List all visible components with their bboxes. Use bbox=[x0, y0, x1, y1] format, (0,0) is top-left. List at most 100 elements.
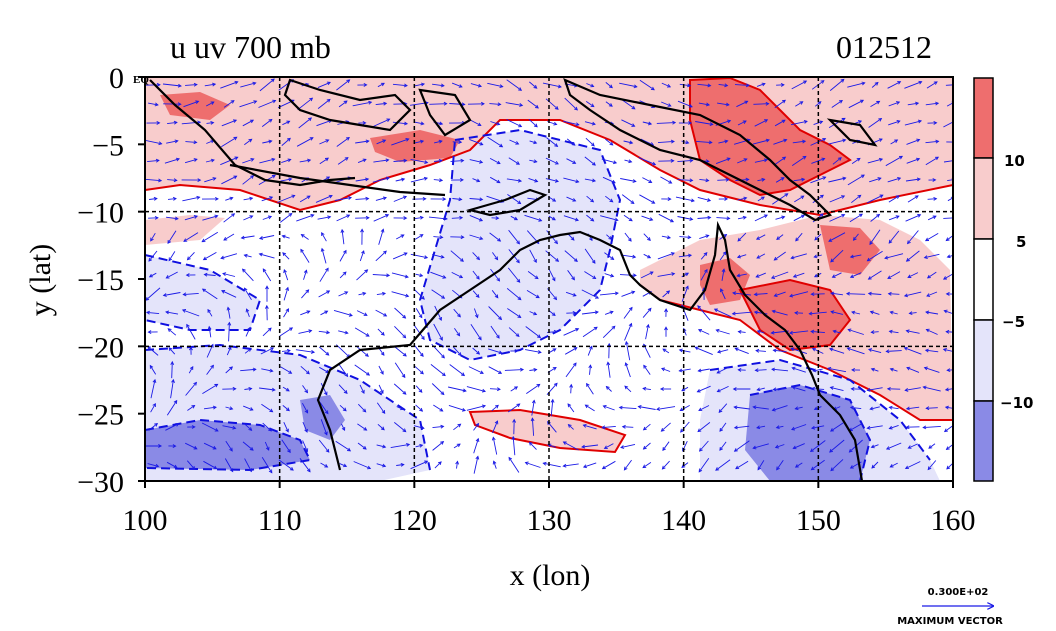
wind-vector-head bbox=[309, 97, 314, 102]
wind-vector-head bbox=[419, 215, 424, 220]
wind-vector-head bbox=[203, 272, 208, 277]
wind-vector-head bbox=[300, 233, 305, 238]
wind-vector bbox=[373, 159, 389, 163]
wind-vector-head bbox=[869, 310, 874, 315]
wind-vector bbox=[281, 439, 291, 453]
wind-vector-head bbox=[324, 410, 329, 415]
wind-vector bbox=[335, 440, 351, 452]
wind-vector-head bbox=[382, 139, 387, 143]
wind-vector bbox=[662, 290, 670, 298]
wind-vector bbox=[849, 423, 863, 431]
wind-vector-head bbox=[304, 409, 309, 414]
wind-vector-head bbox=[649, 217, 654, 221]
wind-vector bbox=[410, 158, 428, 164]
wind-vector-head bbox=[809, 448, 814, 453]
wind-vector-head bbox=[866, 257, 871, 262]
wind-vector bbox=[584, 248, 596, 264]
wind-vector-head bbox=[461, 102, 466, 107]
wind-vector bbox=[206, 365, 214, 375]
wind-vector bbox=[885, 155, 903, 167]
wind-vector bbox=[508, 157, 520, 165]
wind-vector-head bbox=[624, 385, 629, 390]
wind-vector bbox=[468, 366, 484, 374]
wind-vector-head bbox=[420, 370, 424, 375]
wind-vector-head bbox=[494, 420, 499, 425]
wind-vector bbox=[222, 425, 236, 429]
wind-vector bbox=[167, 230, 177, 244]
wind-vector bbox=[828, 139, 846, 145]
wind-vector bbox=[357, 423, 367, 431]
wind-vector bbox=[795, 462, 803, 468]
wind-vector bbox=[568, 424, 574, 430]
wind-vector bbox=[925, 233, 939, 241]
wind-vector bbox=[795, 406, 803, 410]
wind-vector bbox=[165, 423, 179, 431]
wind-vector-head bbox=[783, 138, 788, 143]
wind-vector-head bbox=[887, 291, 892, 296]
wind-vector-head bbox=[152, 378, 157, 384]
wind-vector-head bbox=[516, 259, 520, 264]
wind-vector bbox=[753, 406, 769, 410]
wind-vector-head bbox=[197, 178, 202, 182]
wind-vector-head bbox=[309, 137, 314, 141]
wind-vector-head bbox=[552, 198, 557, 202]
wind-vector bbox=[716, 217, 730, 219]
wind-vector bbox=[947, 369, 953, 371]
wind-vector-head bbox=[812, 368, 817, 373]
wind-vector-head bbox=[165, 310, 170, 315]
wind-vector-head bbox=[590, 217, 595, 222]
wind-vector bbox=[547, 444, 557, 448]
wind-vector bbox=[319, 346, 329, 356]
wind-vector bbox=[393, 160, 407, 162]
wind-vector-head bbox=[439, 178, 444, 183]
wind-vector-head bbox=[286, 348, 291, 353]
wind-vector-head bbox=[593, 326, 598, 331]
wind-vector bbox=[525, 462, 541, 468]
wind-vector bbox=[488, 348, 502, 354]
wind-vector bbox=[793, 443, 805, 449]
wind-vector-head bbox=[518, 123, 523, 128]
wind-vector-head bbox=[719, 427, 724, 432]
coast-timor bbox=[465, 188, 548, 217]
wind-vector-head bbox=[193, 445, 198, 450]
wind-vector bbox=[718, 83, 728, 87]
wind-vector bbox=[830, 422, 844, 432]
wind-vector-head bbox=[588, 364, 593, 369]
wind-vector-head bbox=[557, 84, 562, 89]
wind-vector-head bbox=[605, 385, 610, 390]
wind-vector bbox=[338, 291, 348, 297]
wind-vector-head bbox=[773, 256, 778, 261]
wind-vector bbox=[245, 327, 251, 337]
wind-vector bbox=[376, 402, 386, 414]
wind-vector-head bbox=[847, 328, 852, 333]
wind-vector bbox=[737, 254, 747, 258]
wind-vector bbox=[470, 83, 482, 87]
wind-vector-head bbox=[609, 84, 613, 89]
wind-vector-head bbox=[647, 254, 652, 259]
wind-vector-head bbox=[262, 268, 267, 273]
wind-vector-head bbox=[932, 215, 937, 220]
wind-vector-head bbox=[810, 466, 815, 471]
wind-vector-head bbox=[530, 417, 535, 422]
wind-vector-head bbox=[819, 213, 824, 218]
wind-vector bbox=[508, 457, 520, 473]
wind-vector bbox=[719, 251, 727, 261]
wind-vector bbox=[947, 179, 953, 182]
wind-vector bbox=[810, 440, 826, 452]
wind-vector-head bbox=[479, 159, 484, 164]
wind-vector-head bbox=[908, 311, 913, 316]
wind-vector bbox=[489, 158, 501, 164]
wind-vector-head bbox=[288, 177, 293, 182]
wind-vector bbox=[473, 423, 479, 431]
wind-vector-head bbox=[687, 235, 692, 240]
wind-vector bbox=[526, 290, 540, 298]
x-tick-label: 140 bbox=[661, 504, 706, 537]
wind-vector-head bbox=[734, 347, 739, 352]
wind-vector-head bbox=[252, 367, 257, 372]
wind-vector-head bbox=[324, 157, 329, 162]
wind-vector bbox=[718, 140, 728, 144]
wind-vector bbox=[643, 387, 651, 391]
wind-vector bbox=[905, 387, 921, 391]
wind-vector bbox=[563, 120, 579, 126]
wind-vector-head bbox=[212, 82, 217, 87]
